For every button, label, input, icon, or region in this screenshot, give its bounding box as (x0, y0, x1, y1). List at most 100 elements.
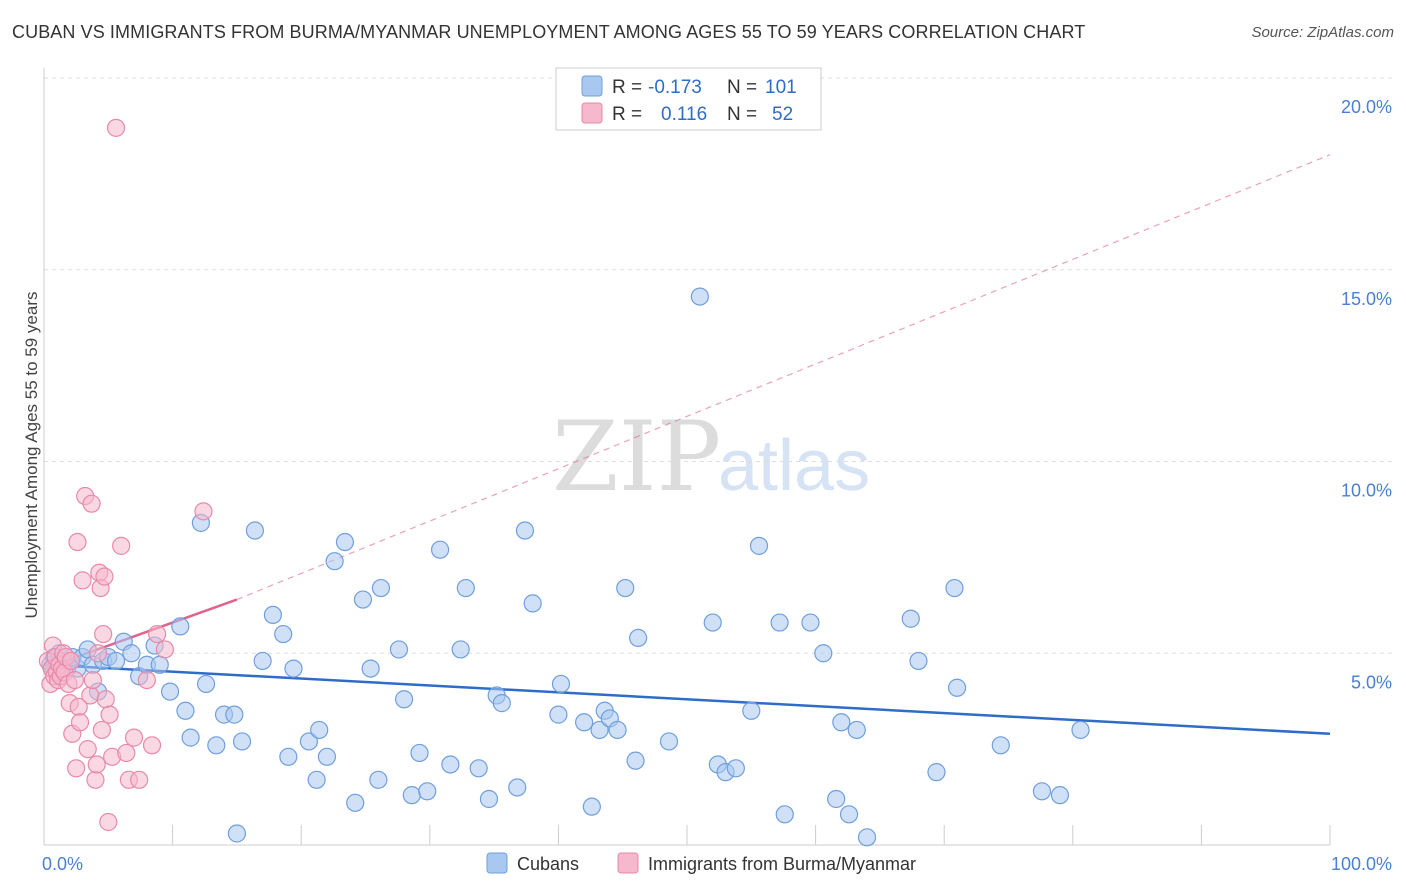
point-burma (78, 740, 97, 759)
point-burma (100, 705, 119, 724)
bottom-legend-label-burma: Immigrants from Burma/Myanmar (648, 854, 916, 874)
point-cubans (575, 713, 594, 732)
point-cubans (274, 624, 293, 644)
point-cubans (410, 743, 429, 763)
point-burma (96, 690, 115, 709)
point-burma (67, 759, 86, 778)
point-cubans (279, 747, 298, 766)
point-cubans (801, 613, 820, 632)
point-cubans (181, 728, 200, 747)
point-cubans (227, 824, 246, 843)
point-burma (92, 720, 111, 740)
point-burma (73, 571, 92, 590)
legend-r-label-cubans: R = (612, 77, 642, 98)
point-cubans (909, 651, 928, 671)
point-cubans (582, 797, 601, 816)
point-burma (148, 624, 167, 644)
point-burma (61, 651, 81, 671)
y-tick-label: 10.0% (1341, 481, 1392, 501)
point-burma (86, 770, 105, 789)
point-burma (70, 713, 90, 732)
point-cubans (106, 651, 126, 671)
y-tick-label: 5.0% (1351, 672, 1392, 692)
point-cubans (515, 521, 535, 540)
point-cubans (629, 628, 648, 648)
point-burma (99, 812, 118, 832)
correlation-legend: R = -0.173 N = 101 R = 0.116 N = 52 (555, 67, 822, 131)
axes (43, 68, 1331, 846)
point-cubans (479, 789, 499, 809)
point-cubans (469, 759, 488, 778)
point-cubans (361, 659, 380, 678)
point-cubans (839, 805, 859, 824)
point-cubans (389, 640, 409, 659)
source-credit: Source: ZipAtlas.com (1251, 24, 1394, 41)
point-cubans (160, 682, 180, 701)
point-cubans (626, 751, 645, 770)
point-cubans (659, 732, 679, 751)
bottom-legend-swatch-cubans (486, 852, 508, 874)
legend-swatch-burma (581, 102, 603, 124)
y-tick-label: 20.0% (1341, 97, 1392, 117)
point-cubans (418, 782, 437, 801)
point-cubans (1071, 720, 1090, 740)
point-cubans (335, 532, 355, 552)
point-cubans (225, 705, 244, 724)
y-axis-label: Unemployment Among Ages 55 to 59 years (22, 292, 41, 619)
x-tick-label-max: 100.0% (1331, 854, 1392, 874)
legend-r-value-cubans: -0.173 (648, 77, 702, 98)
legend-n-label-burma: N = (727, 104, 757, 125)
point-burma (142, 736, 162, 755)
x-tick-label-min: 0.0% (42, 854, 83, 874)
point-cubans (749, 536, 769, 555)
point-cubans (441, 755, 460, 774)
chart-title: CUBAN VS IMMIGRANTS FROM BURMA/MYANMAR U… (12, 22, 1086, 42)
point-cubans (742, 701, 761, 720)
point-cubans (523, 594, 542, 613)
point-cubans (551, 674, 571, 694)
watermark-zip: ZIP (552, 401, 721, 513)
point-burma (137, 670, 156, 690)
point-cubans (284, 659, 303, 678)
point-cubans (353, 590, 373, 609)
point-burma (65, 670, 84, 690)
point-cubans (307, 770, 326, 789)
point-burma (82, 494, 101, 513)
trend-line-extension-burma (236, 154, 1331, 601)
point-cubans (232, 732, 252, 751)
point-cubans (590, 720, 609, 740)
point-cubans (492, 694, 511, 713)
point-cubans (991, 736, 1010, 755)
point-cubans (207, 736, 226, 755)
point-cubans (310, 720, 329, 740)
point-burma (83, 670, 102, 690)
point-cubans (549, 705, 568, 724)
point-burma (117, 743, 136, 763)
point-cubans (508, 778, 527, 797)
point-burma (124, 728, 144, 747)
point-cubans (827, 789, 846, 809)
point-burma (106, 118, 126, 137)
point-cubans (196, 674, 216, 694)
point-cubans (430, 540, 450, 559)
point-cubans (299, 732, 319, 751)
point-cubans (947, 678, 967, 697)
point-cubans (369, 770, 388, 789)
legend-n-label-cubans: N = (727, 77, 757, 98)
point-cubans (402, 786, 421, 805)
point-burma (130, 770, 149, 789)
point-cubans (616, 578, 635, 598)
tick-labels: 5.0% 10.0% 15.0% 20.0% 0.0% 100.0% (42, 97, 1392, 874)
legend-n-value-cubans: 101 (765, 77, 797, 98)
legend-n-value-burma: 52 (772, 104, 793, 125)
point-burma (155, 640, 174, 659)
point-cubans (394, 690, 414, 709)
point-burma (68, 532, 87, 552)
point-cubans (325, 552, 344, 571)
point-burma (88, 644, 108, 663)
bottom-legend-swatch-burma (617, 852, 639, 874)
bottom-legend-label-cubans: Cubans (517, 854, 579, 874)
point-cubans (451, 640, 470, 659)
point-cubans (945, 578, 964, 598)
point-burma (194, 502, 213, 521)
